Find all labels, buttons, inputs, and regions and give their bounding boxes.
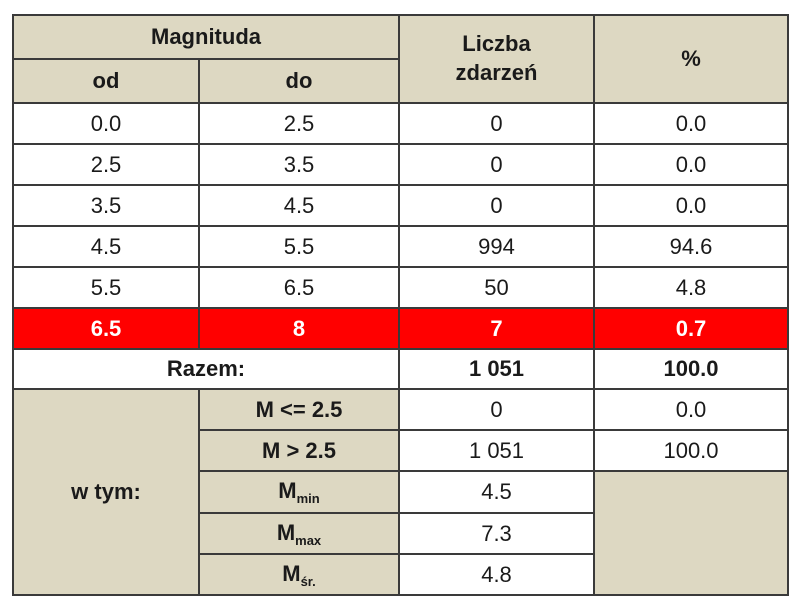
cell: 4.5: [12, 225, 200, 268]
breakdown-row: Mśr. 4.8: [13, 553, 788, 596]
cell: 0: [398, 143, 595, 186]
item-subscript: max: [295, 532, 322, 548]
breakdown-row: M > 2.5 1 051 100.0: [13, 429, 789, 472]
magnitude-table: Magnituda Liczba zdarzeń % od do 0.0 2.5 0…: [12, 14, 789, 596]
data-row: 4.5 5.5 994 94.6: [12, 225, 789, 268]
total-row: Razem: 1 051 100.0: [12, 348, 789, 390]
data-row: 5.5 6.5 50 4.8: [12, 266, 789, 309]
header-row: Magnituda Liczba zdarzeń %: [12, 14, 789, 104]
cell: 1 051: [398, 429, 595, 472]
header-cell: %: [593, 14, 789, 104]
header-row: od do: [12, 58, 788, 104]
item-label: M: [282, 560, 301, 586]
item-subscript: śr.: [300, 573, 316, 589]
breakdown-row: Mmax 7.3: [13, 512, 788, 555]
empty-cell: [593, 470, 789, 596]
cell: 1 051: [398, 348, 595, 390]
data-row: 3.5 4.5 0 0.0: [12, 184, 789, 227]
cell: 4.8: [398, 553, 595, 596]
cell: 8: [198, 307, 400, 350]
header-text: Liczba zdarzeń: [455, 31, 538, 85]
breakdown-row: w tym: M <= 2.5 0 0.0: [12, 388, 789, 596]
item-subscript: min: [296, 491, 320, 506]
cell: 994: [398, 225, 595, 268]
cell: 2.5: [198, 102, 400, 145]
breakdown-row: Mmin 4.5: [13, 470, 789, 596]
cell: 0: [398, 184, 595, 227]
cell: 6.5: [198, 266, 400, 309]
cell: 5.5: [12, 266, 200, 309]
cell: 100.0: [593, 429, 789, 472]
breakdown-item: Mmin: [198, 470, 400, 514]
item-label: M: [276, 519, 296, 545]
breakdown-item: M > 2.5: [198, 429, 400, 472]
cell: 0.0: [12, 102, 200, 145]
cell: 0.0: [593, 102, 789, 145]
cell: 7: [398, 307, 595, 350]
cell: 0: [398, 388, 595, 431]
breakdown-item: Mśr.: [198, 553, 400, 596]
cell: 6.5: [12, 307, 200, 350]
cell: 4.5: [198, 184, 400, 227]
data-row: 0.0 2.5 0 0.0: [12, 102, 789, 145]
header-cell: Magnituda: [12, 14, 400, 60]
cell: 4.5: [398, 470, 595, 514]
cell: 7.3: [398, 512, 595, 555]
cell: 0.0: [593, 388, 789, 431]
cell: 0.0: [593, 143, 789, 186]
header-cell: do: [198, 58, 400, 104]
total-label: Razem:: [12, 348, 400, 390]
cell: 100.0: [593, 348, 789, 390]
breakdown-item: Mmax: [198, 512, 400, 555]
cell: 0.7: [593, 307, 789, 350]
cell: 3.5: [198, 143, 400, 186]
header-cell: Liczba zdarzeń: [398, 14, 595, 104]
cell: 2.5: [12, 143, 200, 186]
breakdown-item: M <= 2.5: [198, 388, 400, 431]
breakdown-label: w tym:: [12, 388, 200, 596]
cell: 50: [398, 266, 595, 309]
item-label: M: [278, 478, 297, 503]
cell: 0: [398, 102, 595, 145]
data-row: 2.5 3.5 0 0.0: [12, 143, 789, 186]
header-cell: od: [12, 58, 200, 104]
cell: 3.5: [12, 184, 200, 227]
cell: 94.6: [593, 225, 789, 268]
cell: 0.0: [593, 184, 789, 227]
cell: 5.5: [198, 225, 400, 268]
cell: 4.8: [593, 266, 789, 309]
highlight-row: 6.5 8 7 0.7: [12, 307, 789, 350]
